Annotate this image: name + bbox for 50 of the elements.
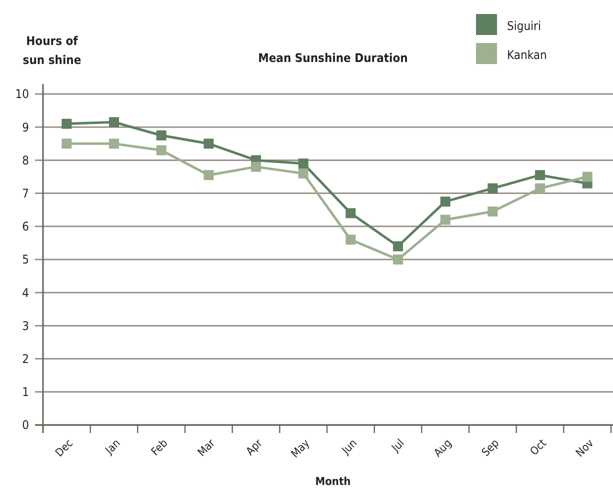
x-tick-label: Mar [195,436,218,460]
y-tick-label: 5 [22,252,29,267]
point [62,118,72,129]
point [298,158,308,169]
x-tick-label: Nov [573,436,596,460]
point [346,208,356,218]
y-tick-label: 9 [22,120,30,134]
x-tick-label: Aug [431,436,454,460]
point [251,162,261,172]
point [204,170,214,180]
point [156,145,166,156]
y-axis-title: Hours of sun shine [22,34,82,67]
y-tick-label: 6 [22,220,30,234]
y-tick-label: 4 [22,286,30,300]
point [109,117,119,128]
x-tick-label: Jun [338,436,360,458]
point [156,130,166,140]
point [393,241,403,252]
chart-title: Mean Sunshine Duration [258,51,408,65]
point [298,168,308,178]
point [488,206,498,217]
point [582,172,592,182]
x-tick-label: Sep [479,436,502,460]
x-tick-label: Oct [528,436,549,458]
y-tick-label: 7 [22,186,29,200]
x-tick-label: Feb [148,436,170,458]
x-tick-label: Dec [52,436,76,460]
y-tick-label: 2 [22,352,29,366]
legend-label: Siguiri [507,19,541,33]
point [346,234,356,245]
point [62,138,72,149]
y-tick-label: 0 [22,418,30,432]
x-axis-title: Month [315,475,351,488]
y-tick-label: 3 [22,318,29,333]
legend-label: Kankan [507,48,547,62]
point [535,170,545,180]
point [440,214,450,225]
y-tick-label: 8 [22,153,30,168]
x-tick-label: May [288,436,312,460]
y-tick-label: 1 [22,385,29,400]
point [440,196,450,207]
x-tick-label: Jan [102,436,123,458]
x-tick-label: Jul [388,436,407,456]
point [204,138,214,149]
x-tick-label: Apr [244,436,266,458]
point [109,138,119,149]
y-tick-label: 10 [15,87,30,102]
point [488,183,498,194]
point [393,254,403,264]
point [535,183,545,194]
